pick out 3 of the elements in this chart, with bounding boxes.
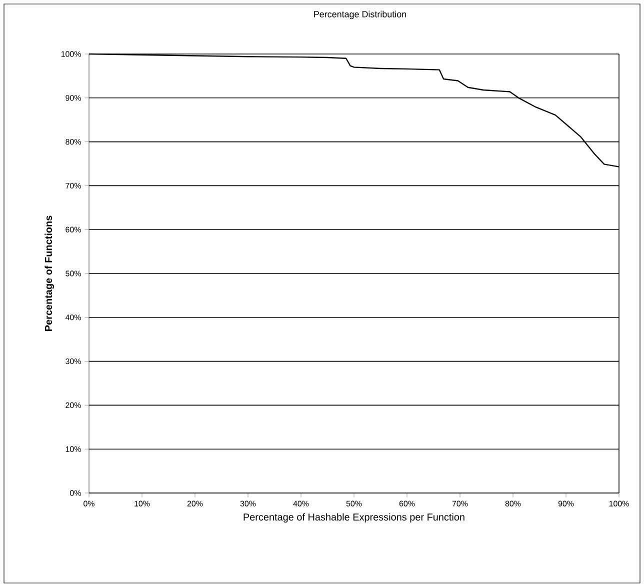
x-axis-title: Percentage of Hashable Expressions per Function [244,513,464,523]
y-axis-title: Percentage of Functions [44,216,54,331]
chart-title: Percentage Distribution [314,10,406,20]
